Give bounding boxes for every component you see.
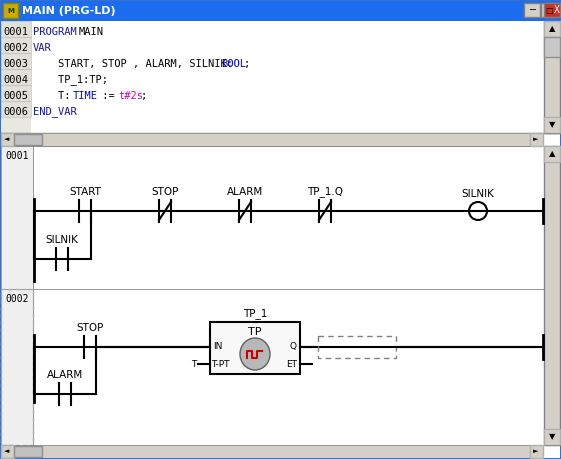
Text: t#2s: t#2s [118,91,144,101]
Text: ◄: ◄ [4,448,10,454]
Bar [1,85,31,101]
Ellipse shape [240,338,270,370]
Text: T: T [191,359,196,369]
Text: ALARM: ALARM [47,370,83,380]
Text: SILNIK: SILNIK [462,189,494,199]
Text: ▲: ▲ [549,150,555,158]
Bar [544,21,560,133]
Text: BOOL: BOOL [221,59,246,69]
Text: IN: IN [213,341,222,351]
Text: STOP: STOP [76,323,104,333]
Text: TP_1: TP_1 [243,308,267,319]
Text: ▼: ▼ [549,432,555,442]
Text: 0002: 0002 [3,43,28,53]
Text: ;: ; [244,59,250,69]
Text: 0002: 0002 [5,294,29,304]
Text: T-PT: T-PT [211,359,229,369]
Text: ►: ► [534,136,539,142]
Bar [1,21,31,37]
Text: STOP: STOP [151,187,179,197]
Bar [1,445,544,458]
Bar [1,101,31,117]
Bar [1,1,560,21]
Text: ▼: ▼ [549,121,555,129]
Text: START: START [69,187,101,197]
Bar [1,69,31,85]
Bar [1,21,31,37]
Bar [14,446,42,457]
Text: ─: ─ [529,5,535,15]
Bar [530,445,543,458]
Text: X: X [554,5,560,15]
Bar [1,37,31,53]
Bar [14,134,42,145]
Text: 0001: 0001 [5,151,29,161]
Bar [3,3,18,18]
Text: Q: Q [290,341,297,351]
Bar [210,322,300,374]
Text: MAIN: MAIN [79,27,104,37]
Bar [544,37,560,57]
Bar [1,289,33,445]
Bar [544,429,560,445]
Bar [1,133,14,146]
Text: SILNIK: SILNIK [45,235,79,245]
Bar [33,146,544,289]
Bar [1,69,31,85]
Bar [1,53,31,69]
Bar [33,289,544,445]
Text: START, STOP , ALARM, SILNIK:: START, STOP , ALARM, SILNIK: [33,59,239,69]
Text: END_VAR: END_VAR [33,106,77,118]
Text: ALARM: ALARM [227,187,263,197]
Text: TP_1.Q: TP_1.Q [307,186,343,197]
Bar [544,146,560,445]
Text: □: □ [545,6,553,15]
Bar [1,289,33,445]
Text: TP: TP [249,327,262,337]
Bar [1,133,544,146]
Text: 0006: 0006 [3,107,28,117]
Bar [1,37,31,53]
Text: 0004: 0004 [3,75,28,85]
Text: TIME: TIME [73,91,98,101]
Text: 0005: 0005 [3,91,28,101]
Text: TP_1:TP;: TP_1:TP; [33,74,108,85]
Text: 0003: 0003 [3,59,28,69]
Text: VAR: VAR [33,43,52,53]
Bar [524,3,540,17]
Text: MAIN (PRG-LD): MAIN (PRG-LD) [22,6,116,16]
Bar [1,445,14,458]
Text: ▲: ▲ [549,24,555,34]
Bar [544,146,560,162]
Bar [544,3,560,17]
Bar [541,3,557,17]
Bar [544,21,560,37]
Bar [1,21,560,133]
Bar [1,146,560,458]
Bar [544,117,560,133]
Bar [1,146,33,289]
Text: 0001: 0001 [3,27,28,37]
Text: ;: ; [141,91,148,101]
Bar [1,101,31,117]
Text: ET: ET [286,359,297,369]
Text: ◄: ◄ [4,136,10,142]
Bar [530,133,543,146]
Text: :=: := [96,91,121,101]
Text: T:: T: [33,91,77,101]
Text: PROGRAM: PROGRAM [33,27,83,37]
Bar [1,21,31,133]
Bar [1,53,31,69]
Bar [1,85,31,101]
Text: ►: ► [534,448,539,454]
Bar [318,336,396,358]
Text: M: M [7,8,14,14]
